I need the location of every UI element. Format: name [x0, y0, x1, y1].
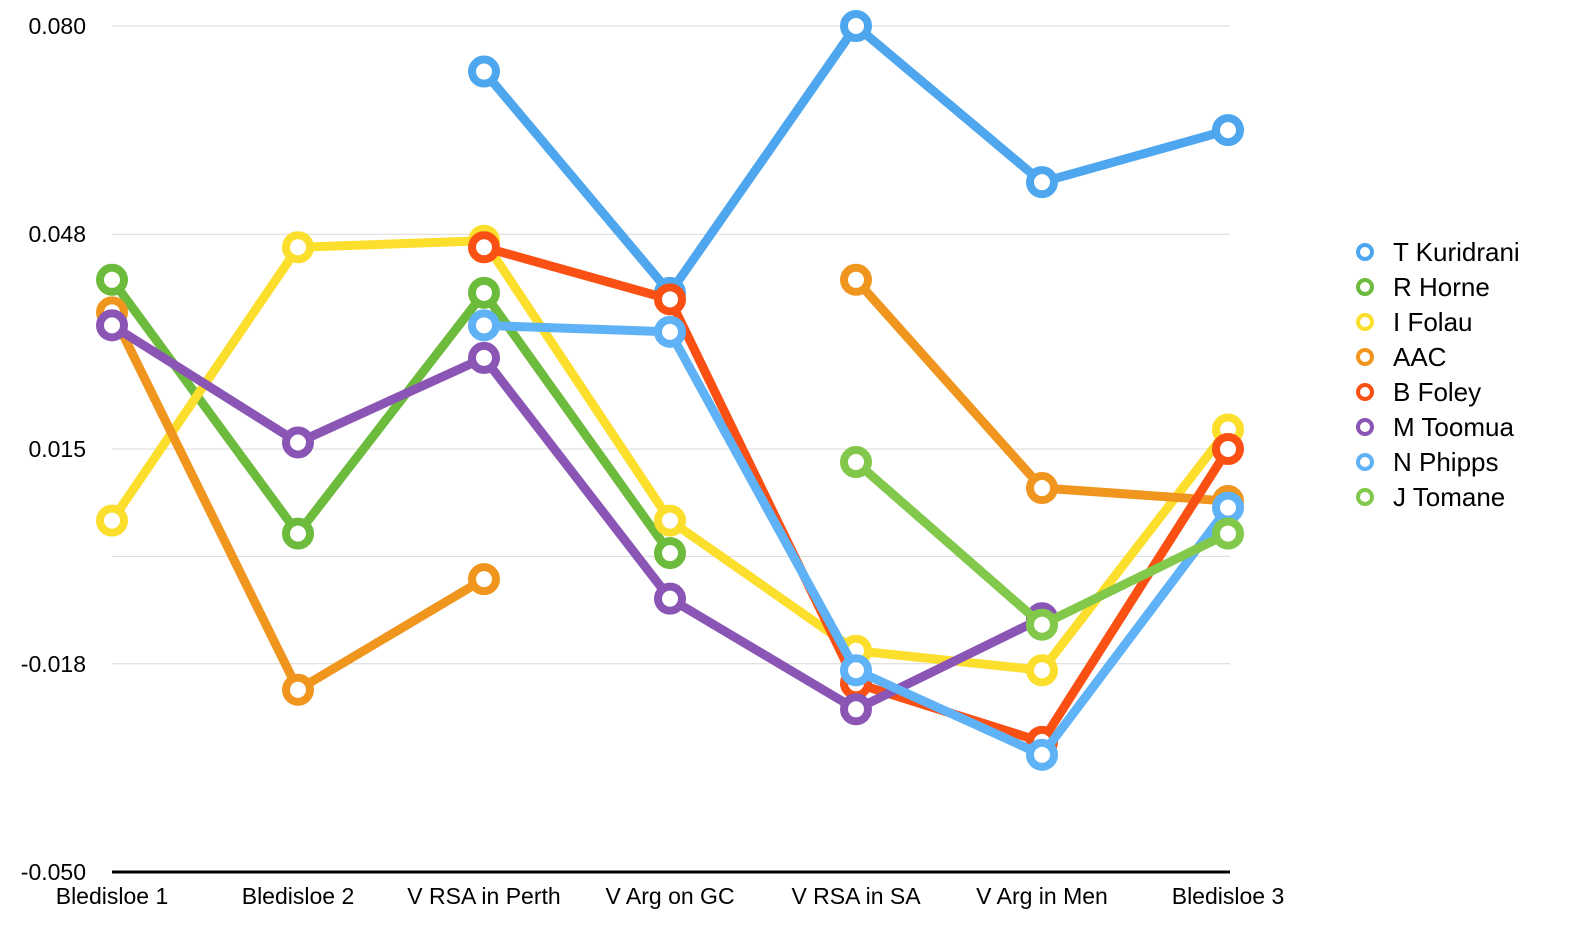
- y-tick-label: 0.048: [28, 221, 86, 247]
- data-point: [1212, 517, 1244, 550]
- data-point: [1026, 608, 1058, 641]
- data-point: [840, 654, 872, 687]
- legend-marker: [1356, 488, 1374, 506]
- legend-item: T Kuridrani: [1356, 237, 1520, 267]
- data-point: [468, 55, 500, 88]
- data-point: [282, 517, 314, 550]
- data-point: [96, 504, 128, 537]
- legend-marker: [1356, 348, 1374, 366]
- legend-label: M Toomua: [1393, 412, 1514, 442]
- x-tick-label: Bledisloe 1: [56, 883, 169, 909]
- data-point: [1026, 472, 1058, 505]
- x-tick-label: V RSA in SA: [791, 883, 921, 909]
- series-t-kuridrani: [468, 10, 1244, 309]
- legend-marker: [1356, 278, 1374, 296]
- legend-item: R Horne: [1356, 272, 1490, 302]
- x-tick-label: Bledisloe 3: [1172, 883, 1285, 909]
- series-line: [107, 320, 1047, 714]
- legend-item: N Phipps: [1356, 447, 1499, 477]
- data-point: [1026, 166, 1058, 199]
- legend-marker: [1356, 313, 1374, 331]
- series-line: [479, 21, 1233, 298]
- series-j-tomane: [840, 446, 1244, 641]
- series-aac: [96, 263, 1244, 706]
- y-tick-label: -0.018: [21, 651, 86, 677]
- legend-marker: [1356, 418, 1374, 436]
- data-point: [468, 231, 500, 264]
- data-point: [840, 263, 872, 296]
- data-point: [1212, 114, 1244, 147]
- data-point: [1026, 738, 1058, 771]
- y-tick-label: 0.080: [28, 13, 86, 39]
- data-point: [654, 283, 686, 316]
- series-line: [107, 275, 675, 558]
- data-point: [1212, 433, 1244, 465]
- legend-marker: [1356, 453, 1374, 471]
- data-point: [96, 309, 128, 342]
- legend: T Kuridrani R Horne I Folau AAC B Foley M Too…: [1356, 237, 1520, 512]
- data-point: [1212, 491, 1244, 524]
- data-point: [96, 263, 128, 296]
- y-tick-label: 0.015: [28, 436, 86, 462]
- legend-label: T Kuridrani: [1393, 237, 1520, 267]
- legend-marker: [1356, 243, 1374, 261]
- legend-item: I Folau: [1356, 307, 1473, 337]
- series-r-horne: [96, 263, 686, 570]
- data-point: [282, 673, 314, 706]
- data-point: [468, 276, 500, 309]
- data-point: [840, 446, 872, 479]
- data-point: [840, 10, 872, 42]
- data-point: [654, 537, 686, 570]
- x-axis-ticks: Bledisloe 1 Bledisloe 2 V RSA in Perth V Ar…: [56, 883, 1285, 909]
- legend-item: M Toomua: [1356, 412, 1514, 442]
- series-n-phipps: [468, 309, 1244, 771]
- x-tick-label: V RSA in Perth: [407, 883, 560, 909]
- data-point: [654, 504, 686, 537]
- data-point: [840, 693, 872, 726]
- data-point: [654, 315, 686, 348]
- x-tick-label: V Arg on GC: [605, 883, 734, 909]
- legend-label: J Tomane: [1393, 482, 1505, 512]
- data-point: [282, 426, 314, 459]
- x-tick-label: Bledisloe 2: [242, 883, 355, 909]
- legend-item: AAC: [1356, 342, 1446, 372]
- legend-label: N Phipps: [1393, 447, 1499, 477]
- data-point: [282, 231, 314, 264]
- legend-label: AAC: [1393, 342, 1446, 372]
- legend-label: R Horne: [1393, 272, 1490, 302]
- data-point: [468, 309, 500, 342]
- x-tick-label: V Arg in Men: [976, 883, 1108, 909]
- series-lines: [96, 10, 1244, 771]
- legend-item: B Foley: [1356, 377, 1481, 407]
- y-axis-ticks: 0.080 0.048 0.015 -0.018 -0.050: [21, 13, 86, 885]
- legend-marker: [1356, 383, 1374, 401]
- data-point: [468, 341, 500, 374]
- data-point: [654, 582, 686, 615]
- legend-label: B Foley: [1393, 377, 1481, 407]
- y-tick-label: -0.050: [21, 859, 86, 885]
- data-point: [468, 563, 500, 596]
- data-point: [1026, 654, 1058, 687]
- legend-label: I Folau: [1393, 307, 1473, 337]
- series-line: [851, 275, 1233, 506]
- legend-item: J Tomane: [1356, 482, 1505, 512]
